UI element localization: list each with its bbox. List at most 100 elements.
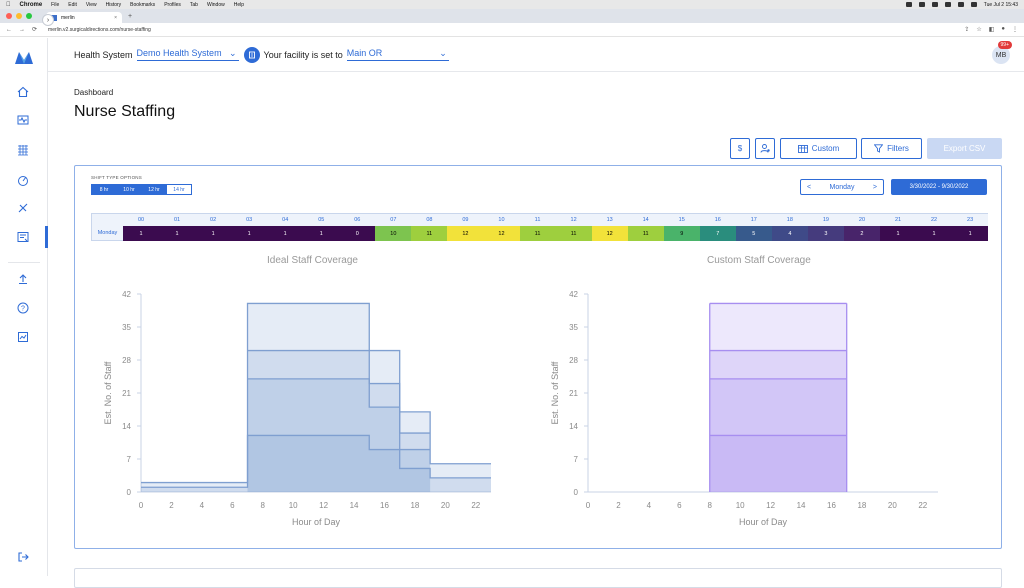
heatmap-cell-13[interactable]: 12 <box>591 226 628 241</box>
close-window-button[interactable] <box>6 13 12 19</box>
close-tab-icon[interactable]: × <box>114 14 117 21</box>
menu-view[interactable]: View <box>81 1 97 8</box>
logout-icon[interactable] <box>15 549 31 565</box>
heatmap-cell-14[interactable]: 11 <box>627 226 664 241</box>
nurse-staffing-icon[interactable] <box>15 229 31 245</box>
surgical-tools-icon[interactable] <box>15 200 31 216</box>
extensions-icon[interactable]: ◧ <box>988 27 995 33</box>
heatmap-cell-22[interactable]: 1 <box>916 226 953 241</box>
maximize-window-button[interactable] <box>26 13 32 19</box>
date-range-button[interactable]: 3/30/2022 - 9/30/2022 <box>891 179 987 195</box>
menu-bookmarks[interactable]: Bookmarks <box>125 1 155 8</box>
menu-window[interactable]: Window <box>202 1 225 8</box>
heatmap-cell-11[interactable]: 11 <box>519 226 556 241</box>
status-icon[interactable] <box>931 2 938 7</box>
menu-clock[interactable]: Tue Jul 2 15:43 <box>983 1 1018 8</box>
heatmap-cell-21[interactable]: 1 <box>879 226 917 241</box>
merlin-logo-icon[interactable] <box>15 50 33 64</box>
heatmap-cell-10[interactable]: 12 <box>483 226 520 241</box>
url-field[interactable]: merlin.v2.surgicaldirections.com/nurse-s… <box>48 26 151 33</box>
sidebar-divider <box>8 262 40 263</box>
profile-icon[interactable]: ● <box>1001 26 1005 32</box>
heatmap-cell-05[interactable]: 1 <box>303 226 340 241</box>
heatmap-cell-12[interactable]: 11 <box>555 226 592 241</box>
minimize-window-button[interactable] <box>16 13 22 19</box>
hourly-heatmap: 00 01 02 03 04 05 06 07 08 09 10 11 12 13 14 15 16 17 18 19… <box>91 213 989 241</box>
menu-edit[interactable]: Edit <box>63 1 77 8</box>
facility-label: Your facility is set to <box>263 49 343 60</box>
activity-monitor-icon[interactable] <box>15 112 31 128</box>
previous-day-button[interactable]: < <box>807 183 812 191</box>
facility-select[interactable]: Main OR ⌄ <box>346 48 449 61</box>
browser-tab[interactable]: merlin × <box>46 12 122 23</box>
heatmap-cell-18[interactable]: 4 <box>771 226 808 241</box>
heatmap-cell-06[interactable]: 0 <box>339 226 376 241</box>
reload-icon[interactable]: ⟳ <box>32 27 38 33</box>
next-day-button[interactable]: > <box>872 183 877 191</box>
status-icon[interactable] <box>918 2 925 7</box>
x-tick-label: 10 <box>736 501 745 510</box>
heatmap-cell-03[interactable]: 1 <box>231 226 268 241</box>
cost-toggle-button[interactable]: $ <box>730 138 750 159</box>
heatmap-cell-02[interactable]: 1 <box>195 226 232 241</box>
bookmark-star-icon[interactable]: ☆ <box>976 27 982 33</box>
battery-icon[interactable] <box>944 2 951 7</box>
shift-option-14hr[interactable]: 14 hr <box>166 184 192 195</box>
breadcrumb[interactable]: Dashboard <box>74 88 114 97</box>
heatmap-cell-20[interactable]: 2 <box>843 226 880 241</box>
shift-option-8hr[interactable]: 8 hr <box>91 184 117 195</box>
y-tick-label: 0 <box>574 488 579 497</box>
wifi-icon[interactable] <box>957 2 964 7</box>
x-tick-label: 16 <box>380 501 389 510</box>
custom-button[interactable]: Custom <box>780 138 857 159</box>
shift-option-12hr[interactable]: 12 hr <box>141 184 167 195</box>
help-icon[interactable]: ? <box>15 300 31 316</box>
heatmap-row-label: Monday <box>91 226 123 241</box>
upload-icon[interactable] <box>15 271 31 287</box>
menu-profiles[interactable]: Profiles <box>159 1 181 8</box>
y-tick-label: 28 <box>122 356 131 365</box>
back-icon[interactable]: ← <box>6 26 12 33</box>
apple-icon[interactable]:  <box>6 2 11 8</box>
menu-tab[interactable]: Tab <box>185 1 198 8</box>
health-system-select[interactable]: Demo Health System ⌄ <box>136 48 239 61</box>
staff-settings-button[interactable] <box>755 138 775 159</box>
menu-file[interactable]: File <box>46 1 59 8</box>
reports-icon[interactable] <box>15 329 31 345</box>
browser-menu-icon[interactable]: ⋮ <box>1012 27 1018 33</box>
heatmap-cell-01[interactable]: 1 <box>159 226 196 241</box>
heatmap-hour-06: 06 <box>339 213 376 226</box>
health-system-label: Health System <box>74 49 133 60</box>
y-tick-label: 14 <box>122 422 131 431</box>
menu-chrome[interactable]: Chrome <box>15 1 43 8</box>
heatmap-cell-19[interactable]: 3 <box>807 226 844 241</box>
analytics-icon[interactable] <box>15 172 31 188</box>
home-icon[interactable] <box>15 84 31 100</box>
heatmap-cell-16[interactable]: 7 <box>699 226 736 241</box>
heatmap-cell-07[interactable]: 10 <box>375 226 412 241</box>
heatmap-cell-08[interactable]: 11 <box>411 226 448 241</box>
filters-button[interactable]: Filters <box>861 138 922 159</box>
heatmap-cell-04[interactable]: 1 <box>267 226 304 241</box>
heatmap-cell-00[interactable]: 1 <box>123 226 160 241</box>
forward-icon[interactable]: → <box>19 26 25 33</box>
heatmap-cell-15[interactable]: 9 <box>663 226 700 241</box>
new-tab-button[interactable]: + <box>128 12 133 20</box>
shift-option-10hr[interactable]: 10 hr <box>116 184 142 195</box>
sidebar-collapse-button[interactable]: › <box>42 14 54 26</box>
heatmap-cell-17[interactable]: 5 <box>735 226 772 241</box>
status-icon[interactable] <box>905 2 912 7</box>
menu-history[interactable]: History <box>101 1 122 8</box>
schedule-grid-icon[interactable] <box>15 142 31 158</box>
heatmap-hour-22: 22 <box>916 213 953 226</box>
avatar[interactable]: MB <box>992 46 1010 64</box>
share-icon[interactable]: ⇪ <box>964 27 970 33</box>
heatmap-cell-09[interactable]: 12 <box>447 226 484 241</box>
y-axis-label: Est. No. of Staff <box>103 361 113 424</box>
notification-badge[interactable]: 99+ <box>997 41 1012 49</box>
export-csv-button[interactable]: Export CSV <box>927 138 1002 159</box>
menu-help[interactable]: Help <box>229 1 244 8</box>
search-icon[interactable] <box>970 2 977 7</box>
heatmap-cell-23[interactable]: 1 <box>952 226 989 241</box>
svg-text:?: ? <box>21 306 25 313</box>
